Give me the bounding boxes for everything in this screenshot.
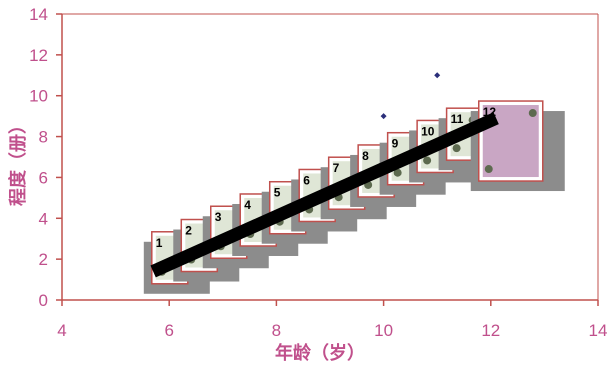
y-tick-label: 12 xyxy=(29,46,48,65)
book-art-figure xyxy=(393,168,402,177)
y-tick-label: 2 xyxy=(39,250,48,269)
book-art-figure xyxy=(452,144,461,153)
trendline-group xyxy=(150,112,499,278)
y-tick-label: 6 xyxy=(39,168,48,187)
book-label: 6 xyxy=(303,173,310,187)
book-item: 12 xyxy=(470,100,565,192)
book-label: 9 xyxy=(392,137,399,151)
trendline xyxy=(150,112,499,278)
x-axis-title: 年龄（岁） xyxy=(275,342,365,364)
book-label: 10 xyxy=(421,124,435,138)
x-tick-label: 12 xyxy=(481,321,500,340)
book-label: 8 xyxy=(362,149,369,163)
book-label: 5 xyxy=(274,186,281,200)
x-tick-label: 4 xyxy=(57,321,66,340)
y-tick-label: 14 xyxy=(29,5,48,24)
y-tick-label: 8 xyxy=(39,128,48,147)
book-label: 11 xyxy=(451,112,464,126)
data-point xyxy=(434,72,441,79)
book-label: 1 xyxy=(156,236,163,250)
y-tick-label: 0 xyxy=(39,291,48,310)
y-axis-title: 程度（册） xyxy=(7,116,29,206)
book-label: 4 xyxy=(244,198,251,212)
plot-area xyxy=(56,13,599,306)
book-label: 3 xyxy=(215,210,222,224)
x-tick-label: 10 xyxy=(374,321,393,340)
data-point xyxy=(380,113,387,120)
x-tick-label: 8 xyxy=(272,321,281,340)
book-label: 7 xyxy=(333,161,340,175)
book-art-figure xyxy=(423,156,432,165)
book-art-figure xyxy=(528,109,537,118)
y-tick-label: 10 xyxy=(29,87,48,106)
x-tick-label: 6 xyxy=(164,321,173,340)
data-points xyxy=(380,72,441,120)
y-tick-label: 4 xyxy=(39,209,48,228)
x-tick-label: 14 xyxy=(589,321,608,340)
book-art-figure xyxy=(484,165,493,174)
book-label: 2 xyxy=(185,224,192,238)
